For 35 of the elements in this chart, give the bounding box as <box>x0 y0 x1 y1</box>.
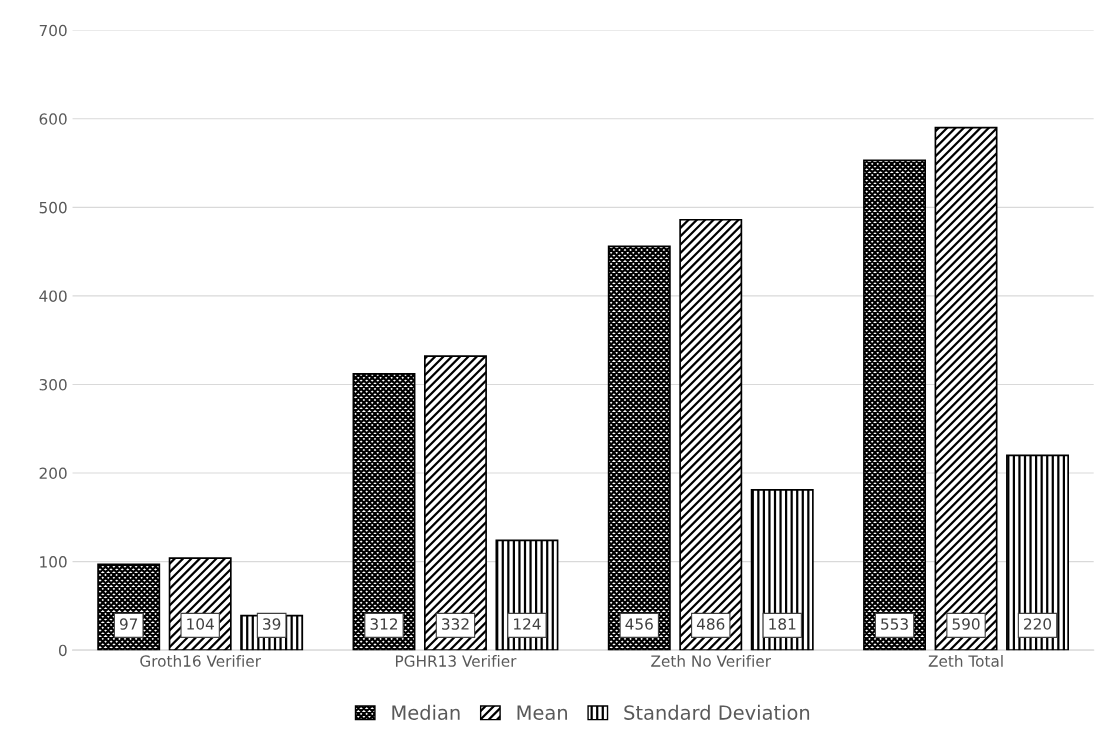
y-tick-label: 700 <box>39 24 67 37</box>
bar <box>679 218 743 651</box>
y-tick-label: 500 <box>39 201 67 214</box>
bar <box>863 159 927 651</box>
data-label: 312 <box>370 618 398 630</box>
data-label: 590 <box>952 618 980 630</box>
data-label: 97 <box>119 618 138 630</box>
data-label: 332 <box>442 618 469 630</box>
bar <box>750 489 814 651</box>
x-tick-label: Zeth No Verifier <box>651 655 772 667</box>
data-label: 553 <box>881 618 908 630</box>
data-label: 181 <box>769 618 796 630</box>
bar <box>934 126 998 651</box>
data-label: 39 <box>263 618 281 630</box>
x-tick-label: Zeth Total <box>928 655 1003 667</box>
y-tick-label: 300 <box>39 378 67 391</box>
data-label: 124 <box>514 618 541 630</box>
x-tick-label: Groth16 Verifier <box>140 655 261 667</box>
bar <box>352 373 416 651</box>
bar <box>607 245 671 651</box>
y-tick-label: 200 <box>39 467 67 480</box>
y-tick-label: 100 <box>40 556 67 568</box>
x-tick-label: PGHR13 Verifier <box>395 655 517 667</box>
data-label: 486 <box>696 618 725 630</box>
data-label: 104 <box>187 618 214 630</box>
bar <box>1006 454 1069 651</box>
data-label: 220 <box>1024 618 1052 630</box>
y-tick-label: 0 <box>58 644 67 657</box>
y-tick-label: 600 <box>39 113 67 125</box>
legend-label: Standard Deviation <box>624 704 810 720</box>
legend-label: Median <box>392 704 460 720</box>
bar <box>423 355 487 651</box>
data-label: 456 <box>625 618 653 630</box>
legend-label: Mean <box>517 705 567 720</box>
y-tick-label: 400 <box>39 290 67 302</box>
